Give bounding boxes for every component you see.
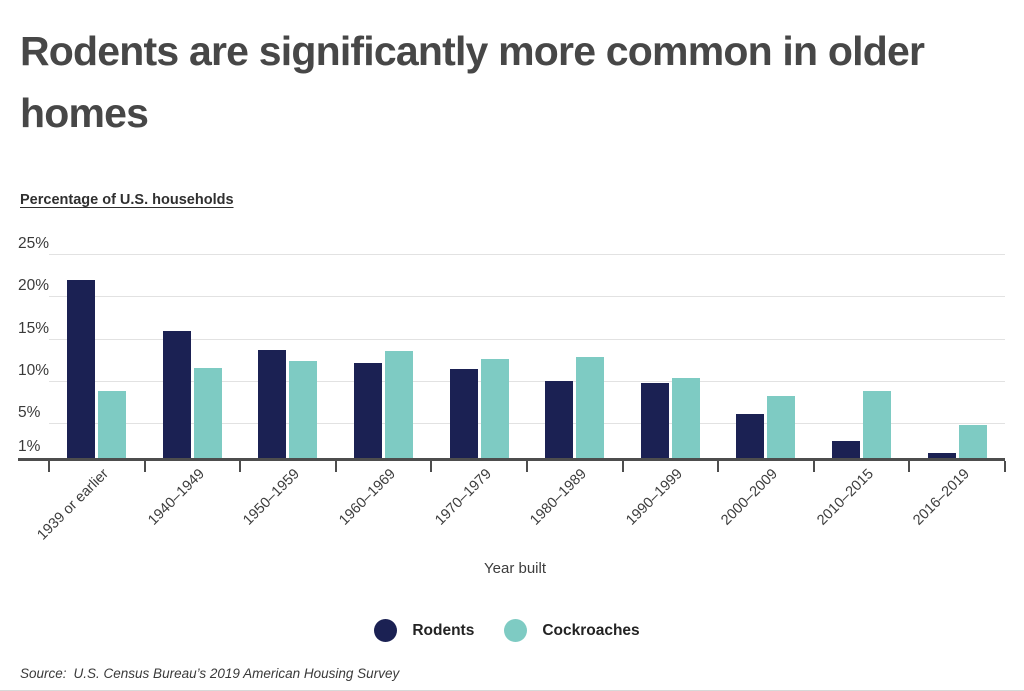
gridline-5 <box>49 423 1005 425</box>
bar-group-1940-1949 <box>145 233 241 458</box>
x-tick-label: 2010–2015 <box>814 466 877 529</box>
bar-group-1939-or-earlier <box>49 233 145 458</box>
y-axis-unit-label: Percentage of U.S. households <box>20 192 234 208</box>
cockroaches-bar <box>480 359 509 458</box>
y-tick-label-20: 20% <box>18 277 50 295</box>
x-axis-title: Year built <box>484 560 546 577</box>
x-axis-tick <box>239 461 242 472</box>
x-tick-label: 1950–1959 <box>240 466 304 529</box>
x-tick-label: 2016–2019 <box>909 466 973 529</box>
plot-area <box>49 233 1005 458</box>
source-label: Source: <box>20 666 67 681</box>
legend-item-rodents: Rodents <box>374 619 474 642</box>
y-tick-label-15: 15% <box>18 319 50 337</box>
source-text: U.S. Census Bureau’s 2019 American Housi… <box>73 666 400 681</box>
source-line: Source: U.S. Census Bureau’s 2019 America… <box>20 666 399 681</box>
rodents-bar <box>354 363 383 458</box>
legend-label-rodents: Rodents <box>412 621 475 639</box>
bar-group-2010-2015 <box>814 233 910 458</box>
x-axis-tick <box>526 461 528 472</box>
x-axis-tick <box>717 461 720 472</box>
gridline-20 <box>49 296 1005 298</box>
gridline-10 <box>49 380 1005 382</box>
bar-group-1960-1969 <box>336 233 432 458</box>
cockroaches-bar <box>767 396 796 458</box>
chart-title: Rodents are significantly more common in… <box>20 28 925 136</box>
y-tick-label-5: 5% <box>18 404 41 422</box>
cockroaches-bar <box>289 360 318 458</box>
y-tick-label-25: 25% <box>18 234 50 252</box>
rodents-bar <box>832 441 861 458</box>
rodents-bar <box>162 331 191 458</box>
legend-label-cockroaches: Cockroaches <box>542 621 640 639</box>
y-tick-label-10: 10% <box>18 361 50 379</box>
rodents-bar <box>449 369 478 458</box>
x-axis-tick <box>1004 461 1006 472</box>
x-axis-tick <box>621 461 624 472</box>
cockroaches-bar <box>671 377 700 458</box>
x-axis-tick <box>143 461 146 472</box>
cockroaches-bar <box>98 391 127 458</box>
x-tick-label: 2000–2009 <box>718 466 782 529</box>
x-tick-label: 1940–1949 <box>145 466 208 529</box>
rodents-bar <box>640 382 669 458</box>
bar-group-1970-1979 <box>431 233 527 458</box>
legend-item-cockroaches: Cockroaches <box>504 619 640 642</box>
x-tick-label: 1980–1989 <box>527 466 591 529</box>
cockroaches-bar <box>863 391 892 458</box>
cockroaches-legend-dot-icon <box>504 619 528 642</box>
bar-group-1990-1999 <box>623 233 719 458</box>
x-tick-label: 1970–1979 <box>431 466 495 529</box>
cockroaches-bar <box>576 357 605 458</box>
bar-group-2000-2009 <box>718 233 814 458</box>
rodents-legend-dot-icon <box>374 619 398 642</box>
rodents-bar <box>927 452 956 458</box>
x-axis-line <box>18 458 1005 461</box>
x-tick-label: 1939 or earlier <box>34 466 113 544</box>
x-tick-label: 1960–1969 <box>336 466 399 529</box>
rodents-bar <box>545 381 574 458</box>
cockroaches-bar <box>193 367 222 458</box>
y-tick-label-1: 1% <box>18 438 41 455</box>
rodents-bar <box>67 280 96 458</box>
bar-group-1950-1959 <box>240 233 336 458</box>
x-axis-tick <box>334 461 337 472</box>
legend: Rodents Cockroaches <box>0 619 1014 642</box>
cockroaches-bar <box>385 351 414 458</box>
x-axis-tick <box>908 461 911 472</box>
x-axis-tick <box>430 461 433 472</box>
rodents-bar <box>736 414 765 458</box>
x-axis-tick <box>812 461 815 472</box>
bar-group-2016-2019 <box>909 233 1005 458</box>
bar-group-1980-1989 <box>527 233 623 458</box>
gridline-25 <box>49 254 1005 255</box>
x-tick-label: 1990–1999 <box>623 466 686 529</box>
cockroaches-bar <box>958 425 987 458</box>
rodents-bar <box>258 349 287 458</box>
gridline-15 <box>49 338 1005 340</box>
x-axis-tick <box>48 461 50 472</box>
